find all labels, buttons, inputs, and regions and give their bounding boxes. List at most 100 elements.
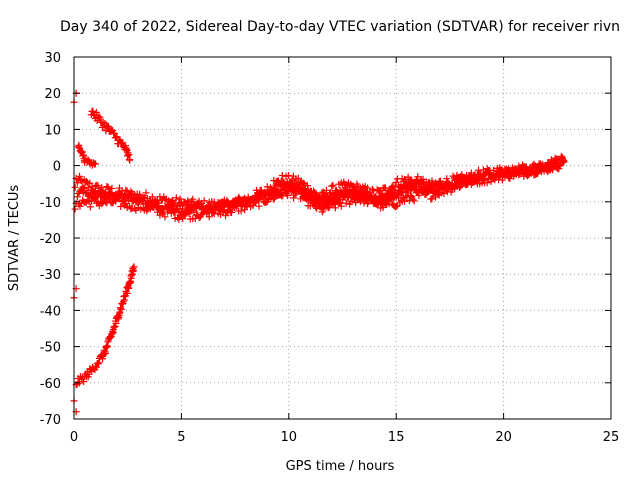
data-point bbox=[94, 182, 102, 190]
data-point bbox=[422, 178, 430, 186]
data-point bbox=[95, 187, 103, 195]
data-point bbox=[486, 171, 494, 179]
data-point bbox=[255, 202, 263, 210]
data-point bbox=[440, 190, 448, 198]
data-point bbox=[380, 199, 388, 207]
data-point bbox=[331, 204, 339, 212]
data-point bbox=[306, 194, 314, 202]
data-point bbox=[88, 183, 96, 191]
data-point bbox=[185, 206, 193, 214]
data-point bbox=[161, 196, 169, 204]
data-point bbox=[435, 185, 443, 193]
data-point bbox=[80, 377, 88, 385]
data-point bbox=[126, 156, 134, 164]
data-point bbox=[200, 197, 208, 205]
data-point bbox=[118, 139, 126, 147]
data-point bbox=[176, 195, 184, 203]
data-point bbox=[555, 161, 563, 169]
data-point bbox=[410, 197, 418, 205]
data-point bbox=[209, 206, 217, 214]
data-point bbox=[275, 190, 283, 198]
data-point bbox=[481, 174, 489, 182]
data-point bbox=[148, 203, 156, 211]
data-point bbox=[265, 194, 273, 202]
x-tick-label: 5 bbox=[177, 430, 185, 445]
data-point bbox=[322, 186, 330, 194]
data-point bbox=[442, 178, 450, 186]
data-point bbox=[217, 211, 225, 219]
data-point bbox=[237, 207, 245, 215]
x-tick-label: 10 bbox=[281, 430, 298, 445]
data-point bbox=[307, 187, 315, 195]
x-tick-label: 25 bbox=[603, 430, 620, 445]
data-point bbox=[284, 171, 292, 179]
data-point bbox=[172, 194, 180, 202]
y-tick-label: 30 bbox=[44, 51, 61, 66]
series-crossing-loops bbox=[270, 173, 443, 210]
data-point bbox=[483, 179, 491, 187]
data-point bbox=[122, 186, 130, 194]
data-point bbox=[94, 360, 102, 368]
data-point bbox=[74, 143, 82, 151]
data-point bbox=[117, 190, 125, 198]
data-point bbox=[362, 191, 370, 199]
data-point bbox=[369, 194, 377, 202]
x-tick-label: 0 bbox=[70, 430, 78, 445]
data-point bbox=[299, 179, 307, 187]
data-point bbox=[76, 172, 84, 180]
data-point bbox=[302, 194, 310, 202]
y-tick-label: -20 bbox=[40, 232, 61, 247]
data-point bbox=[191, 214, 199, 222]
data-point bbox=[181, 209, 189, 217]
data-point bbox=[381, 199, 389, 207]
data-point bbox=[401, 197, 409, 205]
data-point bbox=[303, 182, 311, 190]
data-point bbox=[92, 108, 100, 116]
data-point bbox=[545, 166, 553, 174]
data-point bbox=[392, 202, 400, 210]
data-point bbox=[114, 194, 122, 202]
data-point bbox=[91, 160, 99, 168]
y-axis-label: SDTVAR / TECUs bbox=[7, 185, 22, 292]
data-point bbox=[113, 193, 121, 201]
data-point bbox=[186, 207, 194, 215]
y-tick-label: 20 bbox=[44, 87, 61, 102]
data-point bbox=[429, 180, 437, 188]
data-point bbox=[98, 200, 106, 208]
data-point bbox=[535, 160, 543, 168]
data-point bbox=[205, 213, 213, 221]
data-point bbox=[90, 189, 98, 197]
data-point bbox=[107, 190, 115, 198]
data-point bbox=[96, 113, 104, 121]
data-point bbox=[329, 181, 337, 189]
data-point bbox=[175, 215, 183, 223]
data-point bbox=[123, 289, 131, 297]
data-point bbox=[341, 192, 349, 200]
data-point bbox=[375, 195, 383, 203]
data-point bbox=[222, 212, 230, 220]
data-point bbox=[242, 201, 250, 209]
y-tick-label: 0 bbox=[53, 160, 61, 175]
data-point bbox=[451, 176, 459, 184]
data-point bbox=[71, 183, 79, 191]
axis-ticks: 0 5 10 15 20 25 -70 -60 -50 -40 -30 -20 -10 0 10 20 30 bbox=[40, 51, 620, 445]
data-point bbox=[520, 162, 528, 170]
data-point bbox=[169, 203, 177, 211]
data-point bbox=[73, 193, 81, 201]
data-point bbox=[121, 196, 129, 204]
data-point bbox=[228, 209, 236, 217]
data-point bbox=[427, 185, 435, 193]
data-point bbox=[122, 197, 130, 205]
data-point bbox=[284, 188, 292, 196]
series-descending-arc bbox=[87, 107, 134, 164]
data-point bbox=[484, 169, 492, 177]
data-point bbox=[86, 203, 94, 211]
data-point bbox=[77, 176, 85, 184]
series-short-arc-near-zero bbox=[74, 141, 99, 169]
y-tick-label: -10 bbox=[40, 196, 61, 211]
data-point bbox=[108, 189, 116, 197]
data-point bbox=[392, 178, 400, 186]
data-point bbox=[263, 183, 271, 191]
